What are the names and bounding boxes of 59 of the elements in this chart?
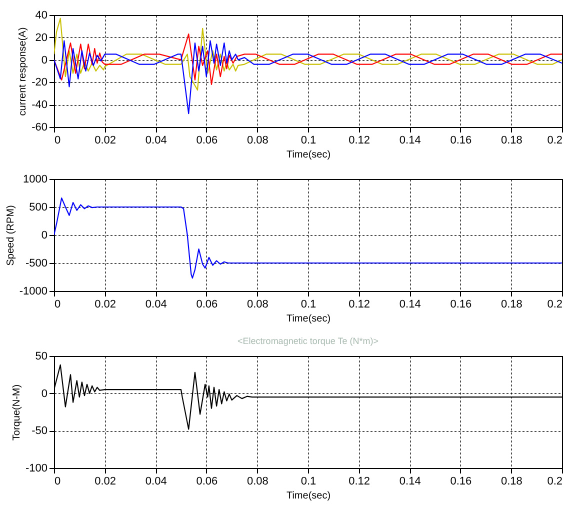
x-tick-label: 0.16	[450, 298, 472, 310]
x-tick-label: 0.2	[547, 476, 562, 488]
x-axis-title: Time(sec)	[286, 490, 331, 502]
y-tick-label: 0	[41, 54, 48, 66]
x-tick-label: 0.02	[94, 134, 116, 146]
y-axis-title: Speed (RPM)	[5, 205, 16, 266]
x-tick-label: 0.2	[547, 134, 562, 146]
x-axis-title: Time(sec)	[286, 150, 331, 160]
x-tick-label: 0.12	[348, 476, 370, 488]
y-tick-label: -1000	[19, 286, 48, 298]
x-tick-label: 0.2	[547, 298, 562, 310]
x-axis-title: Time(sec)	[286, 314, 331, 324]
line-series	[54, 33, 562, 85]
x-tick-label: 0.12	[348, 134, 370, 146]
line-series	[54, 197, 562, 279]
x-tick-label: 0.14	[399, 134, 421, 146]
x-tick-label: 0.08	[246, 134, 268, 146]
x-tick-label: 0.18	[500, 476, 522, 488]
y-axis-title: current response(A)	[18, 27, 29, 116]
x-tick-label: 0.04	[145, 476, 167, 488]
x-tick-label: 0.06	[196, 134, 218, 146]
y-tick-label: -100	[25, 462, 48, 474]
x-tick-label: 0	[54, 134, 61, 146]
x-tick-label: 0.16	[450, 476, 472, 488]
y-axis-title: Torque(N-M)	[11, 384, 22, 441]
x-tick-label: 0.04	[145, 134, 167, 146]
y-tick-label: -500	[25, 258, 48, 270]
y-tick-label: 1000	[23, 174, 48, 186]
x-tick-label: 0.02	[94, 298, 116, 310]
x-tick-label: 0.08	[246, 476, 268, 488]
x-tick-label: 0.08	[246, 298, 268, 310]
y-tick-label: -20	[32, 76, 48, 89]
x-tick-label: 0.12	[348, 298, 370, 310]
y-tick-label: 0	[41, 230, 48, 242]
line-series	[54, 40, 562, 114]
line-series	[54, 18, 562, 91]
y-tick-label: 50	[35, 350, 48, 362]
y-tick-label: 20	[35, 32, 48, 44]
y-tick-label: -60	[32, 122, 48, 134]
x-tick-label: 0.18	[500, 298, 522, 310]
x-tick-label: 0.14	[399, 298, 421, 310]
y-tick-label: 40	[35, 10, 48, 22]
x-tick-label: 0.16	[450, 134, 472, 146]
x-tick-label: 0.1	[300, 134, 316, 146]
x-tick-label: 0.1	[300, 476, 316, 488]
x-tick-label: 0.02	[94, 476, 116, 488]
x-tick-label: 0.18	[500, 134, 522, 146]
y-tick-label: -50	[32, 425, 48, 438]
x-tick-label: 0.1	[300, 298, 316, 310]
x-tick-label: 0.14	[399, 476, 421, 488]
y-tick-label: 0	[41, 388, 48, 400]
y-tick-label: -40	[32, 99, 48, 112]
x-tick-label: 0	[54, 298, 61, 310]
chart-title: <Electromagnetic torque Te (N*m)>	[238, 336, 378, 346]
x-tick-label: 0.06	[196, 298, 218, 310]
x-tick-label: 0.06	[196, 476, 218, 488]
x-tick-label: 0	[54, 476, 61, 488]
y-tick-label: 500	[29, 202, 48, 214]
x-tick-label: 0.04	[145, 298, 167, 310]
